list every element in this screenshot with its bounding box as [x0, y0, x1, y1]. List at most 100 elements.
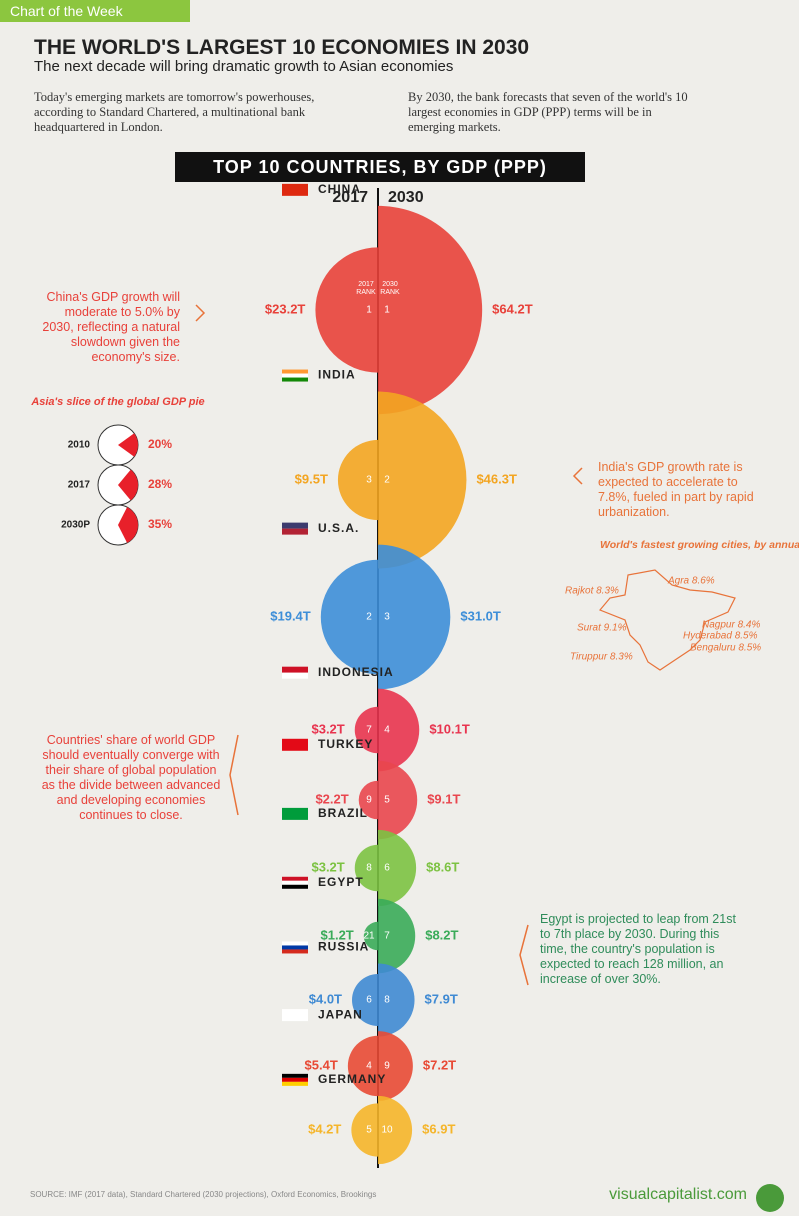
- intro: By 2030, the bank forecasts that seven o…: [408, 90, 688, 134]
- value-label: $7.2T: [423, 1057, 456, 1072]
- bubble-2017: [351, 1103, 378, 1157]
- flag: [282, 522, 308, 529]
- bubble-2030: [378, 1095, 413, 1165]
- bubble-2017: [363, 921, 378, 951]
- rank: 7: [366, 725, 372, 736]
- value-label: $8.2T: [425, 927, 458, 942]
- note: Countries' share of world GDP should eve…: [41, 733, 221, 822]
- flag: [282, 945, 308, 950]
- city-label: Tiruppur 8.3%: [570, 652, 633, 663]
- intro: Today's emerging markets are tomorrow's …: [34, 90, 315, 134]
- bubble-2030: [378, 760, 418, 840]
- rank: 10: [381, 1125, 393, 1136]
- bubble-2017: [315, 247, 378, 373]
- series-label: 2017: [332, 189, 368, 206]
- value-label: $23.2T: [265, 301, 306, 316]
- rank: 8: [384, 995, 390, 1006]
- subtitle: The next decade will bring dramatic grow…: [34, 58, 454, 75]
- country-label: BRAZIL: [318, 806, 368, 820]
- value-label: $6.9T: [422, 1121, 455, 1136]
- rank: 3: [366, 475, 372, 486]
- flag: [282, 183, 308, 196]
- bubble-2017: [347, 1035, 378, 1097]
- title: THE WORLD'S LARGEST 10 ECONOMIES IN 2030: [34, 36, 530, 59]
- flag: [282, 941, 308, 946]
- logo: [756, 1184, 784, 1212]
- city-label: Hyderabad 8.5%: [683, 631, 758, 642]
- bubble-2017: [354, 844, 378, 892]
- pie-value: 35%: [148, 517, 172, 531]
- rank-caption: RANK: [380, 289, 400, 296]
- value-label: $7.9T: [425, 991, 458, 1006]
- flag: [282, 666, 308, 673]
- pie-wedge: [118, 469, 138, 501]
- rank-caption: RANK: [356, 289, 376, 296]
- flag: [282, 1009, 308, 1022]
- flag: [282, 876, 308, 881]
- pie-wedge: [118, 507, 138, 543]
- bubble-2030: [378, 205, 483, 415]
- bubble-2017: [354, 706, 378, 754]
- rank: 7: [384, 931, 390, 942]
- bubble-2030: [378, 544, 451, 690]
- city-label: Bengaluru 8.5%: [690, 643, 761, 654]
- rank: 4: [366, 1061, 372, 1072]
- value-label: $1.2T: [321, 927, 354, 942]
- rank: 1: [384, 305, 390, 316]
- bubble-2030: [378, 963, 415, 1037]
- flag: [282, 1077, 308, 1082]
- value-label: $4.2T: [308, 1121, 341, 1136]
- value-label: $4.0T: [309, 991, 342, 1006]
- value-label: $2.2T: [315, 791, 348, 806]
- country-label: TURKEY: [318, 737, 373, 751]
- bubble-2030: [378, 688, 420, 772]
- bubble-2030: [378, 898, 416, 974]
- flag: [282, 528, 308, 535]
- rank-caption: 2030: [382, 281, 398, 288]
- bubble-2030: [378, 1031, 413, 1101]
- bubble-2017: [358, 780, 378, 820]
- rank: 6: [366, 995, 372, 1006]
- city-label: Surat 9.1%: [577, 623, 627, 634]
- flag: [282, 1081, 308, 1086]
- country-label: U.S.A.: [318, 521, 359, 535]
- pie-label: 2017: [68, 480, 91, 491]
- series-label: 2030: [388, 189, 424, 206]
- bubble-2017: [337, 439, 378, 521]
- value-label: $9.1T: [427, 791, 460, 806]
- pie-value: 20%: [148, 437, 172, 451]
- pie-label: 2010: [68, 440, 91, 451]
- rank: 6: [384, 863, 390, 874]
- city-label: Rajkot 8.3%: [565, 586, 619, 597]
- country-label: EGYPT: [318, 875, 364, 889]
- rank: 3: [384, 612, 390, 623]
- pie-title: Asia's slice of the global GDP pie: [30, 396, 204, 408]
- chart-title: TOP 10 COUNTRIES, BY GDP (PPP): [175, 152, 585, 182]
- rank: 9: [366, 795, 372, 806]
- value-label: $64.2T: [492, 301, 533, 316]
- value-label: $9.5T: [295, 471, 328, 486]
- flag: [282, 672, 308, 679]
- rank: 1: [366, 305, 372, 316]
- value-label: $5.4T: [305, 1057, 338, 1072]
- rank-caption: 2017: [358, 281, 374, 288]
- flag: [282, 807, 308, 820]
- country-label: RUSSIA: [318, 940, 369, 954]
- flag: [282, 1073, 308, 1078]
- pie-value: 28%: [148, 477, 172, 491]
- value-label: $19.4T: [270, 608, 311, 623]
- country-label: INDONESIA: [318, 665, 394, 679]
- rank: 21: [363, 931, 375, 942]
- value-label: $31.0T: [460, 608, 501, 623]
- flag: [282, 884, 308, 889]
- rank: 8: [366, 863, 372, 874]
- rank: 5: [366, 1125, 372, 1136]
- flag: [282, 880, 308, 885]
- brand: visualcapitalist.com: [609, 1186, 747, 1203]
- country-label: INDIA: [318, 368, 356, 382]
- country-label: JAPAN: [318, 1007, 363, 1021]
- rank: 2: [384, 475, 390, 486]
- city-label: Agra 8.6%: [667, 576, 715, 587]
- bubble-2030: [378, 391, 467, 569]
